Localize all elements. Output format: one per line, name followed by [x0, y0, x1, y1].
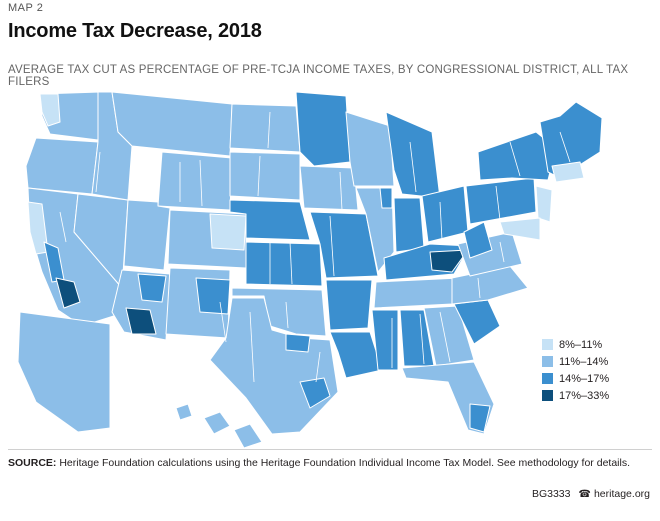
state-montana: [111, 91, 233, 157]
site-link[interactable]: heritage.org: [593, 488, 650, 500]
district-boundary: [439, 311, 451, 363]
state-hawaii-2: [203, 411, 231, 435]
district-boundary: [499, 241, 505, 263]
legend: 8%–11% 11%–14% 14%–17% 17%–33%: [542, 336, 609, 404]
district-boundary: [257, 155, 261, 197]
state-north-dakota: [229, 103, 301, 153]
district-tx-dallas: [285, 333, 311, 353]
legend-item-2: 11%–14%: [542, 353, 609, 370]
legend-label-3: 14%–17%: [559, 372, 610, 385]
district-boundary: [339, 171, 343, 211]
state-new-york: [477, 131, 557, 181]
legend-item-4: 17%–33%: [542, 387, 609, 404]
state-iowa: [299, 165, 359, 211]
state-oregon: [25, 137, 99, 195]
district-boundary: [495, 185, 501, 221]
legend-label-2: 11%–14%: [559, 355, 609, 368]
district-boundary: [329, 215, 335, 277]
map-title: Income Tax Decrease, 2018: [8, 20, 262, 42]
state-louisiana: [329, 331, 383, 379]
district-nm: [195, 277, 231, 315]
state-west-virginia: [463, 221, 493, 259]
state-hawaii-3: [233, 423, 263, 449]
district-il-chicago: [379, 187, 393, 209]
district-ca-bay: [27, 201, 49, 255]
district-boundary: [285, 301, 289, 329]
legend-item-3: 14%–17%: [542, 370, 609, 387]
liberty-bell-icon: ☎: [578, 488, 591, 500]
legend-item-1: 8%–11%: [542, 336, 609, 353]
district-boundary: [409, 141, 417, 193]
district-boundary: [509, 141, 521, 177]
state-south-dakota: [229, 151, 301, 201]
district-boundary: [59, 211, 67, 243]
district-fl-south: [469, 403, 491, 433]
state-new-jersey: [535, 185, 553, 223]
source-note: SOURCE: Heritage Foundation calculations…: [8, 457, 653, 469]
state-maryland-de: [499, 217, 541, 241]
state-wisconsin: [345, 111, 395, 187]
district-wa-seattle: [39, 93, 61, 127]
district-ca-la: [55, 277, 81, 309]
state-indiana: [393, 197, 425, 253]
source-label: SOURCE:: [8, 457, 57, 469]
district-boundary: [477, 277, 481, 299]
state-georgia: [423, 305, 475, 367]
state-arkansas: [325, 279, 373, 331]
district-boundary: [267, 111, 271, 149]
source-text: Heritage Foundation calculations using t…: [59, 457, 630, 469]
state-alaska: [17, 311, 111, 433]
us-district-map-svg: [17, 91, 603, 449]
district-boundary: [289, 241, 293, 285]
divider: [8, 449, 652, 450]
kicker: MAP 2: [8, 2, 44, 14]
district-boundary: [219, 301, 227, 343]
state-hawaii-1: [175, 403, 193, 421]
footer: BG3333 ☎ heritage.org: [532, 488, 650, 500]
state-minnesota: [295, 91, 351, 167]
map-subtitle: AVERAGE TAX CUT AS PERCENTAGE OF PRE-TCJ…: [8, 64, 629, 88]
district-az-north: [137, 273, 167, 303]
state-mississippi: [371, 309, 399, 371]
district-boundary: [199, 159, 203, 207]
state-wyoming: [157, 151, 233, 211]
legend-label-1: 8%–11%: [559, 338, 603, 351]
state-missouri: [309, 211, 379, 279]
state-utah: [123, 199, 171, 271]
us-map: [0, 82, 660, 452]
report-code: BG3333: [531, 488, 571, 500]
district-az-phoenix: [125, 307, 157, 335]
district-boundary: [315, 351, 321, 383]
district-boundary: [419, 313, 425, 365]
district-boundary: [95, 151, 101, 193]
state-pennsylvania: [465, 177, 537, 225]
district-ct-ri: [551, 161, 585, 183]
state-tennessee: [373, 277, 461, 309]
state-nebraska: [229, 199, 311, 241]
legend-swatch-2: [542, 356, 553, 367]
district-ky-east: [429, 249, 469, 273]
district-boundary: [249, 311, 255, 383]
district-boundary: [439, 201, 443, 241]
state-ohio: [421, 185, 469, 243]
state-kansas: [245, 241, 323, 287]
state-new-england: [539, 101, 603, 179]
legend-swatch-3: [542, 373, 553, 384]
state-oklahoma: [231, 287, 327, 337]
state-texas: [209, 297, 339, 435]
legend-swatch-4: [542, 390, 553, 401]
state-michigan: [385, 111, 441, 199]
legend-swatch-1: [542, 339, 553, 350]
legend-label-4: 17%–33%: [559, 389, 610, 402]
district-boundary: [559, 131, 571, 163]
district-co-denver: [209, 213, 247, 251]
